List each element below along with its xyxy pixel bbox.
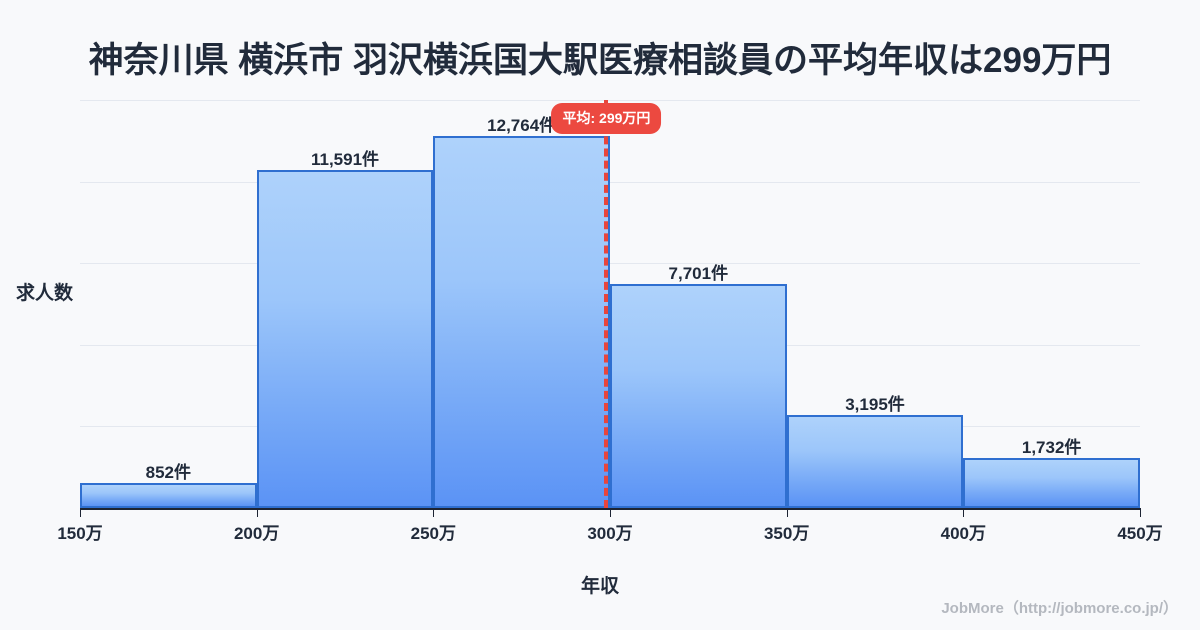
y-axis-title: 求人数 — [16, 283, 74, 304]
gridline — [80, 263, 1140, 264]
gridline — [80, 100, 1140, 101]
bar-value-label: 852件 — [145, 463, 192, 483]
x-axis-tick-label: 150万 — [57, 524, 103, 543]
x-axis-tick-label: 400万 — [940, 524, 987, 543]
histogram-bar — [963, 457, 1140, 508]
histogram-bar — [433, 136, 610, 508]
x-axis-tick — [256, 508, 258, 517]
histogram-bar — [610, 283, 787, 508]
bar-value-label: 11,591件 — [310, 150, 380, 170]
x-axis-tick — [80, 508, 81, 517]
footer-attribution: JobMore（http://jobmore.co.jp/） — [941, 600, 1178, 617]
average-dashed-line — [604, 100, 609, 508]
bar-value-label: 12,764件 — [487, 116, 557, 136]
x-axis-tick — [610, 508, 611, 517]
x-axis-tick — [963, 508, 965, 517]
histogram-bar — [786, 414, 964, 508]
x-axis-tick-label: 250万 — [410, 524, 457, 543]
x-axis-tick-label: 200万 — [233, 524, 280, 543]
x-axis-tick-label: 450万 — [1117, 524, 1163, 543]
x-axis-title: 年収 — [580, 576, 619, 597]
x-axis-tick-label: 300万 — [587, 524, 633, 543]
bar-value-label: 1,732件 — [1021, 437, 1082, 457]
average-badge: 平均: 299万円 — [551, 103, 662, 134]
x-axis-tick — [433, 508, 435, 517]
page-title: 神奈川県 横浜市 羽沢横浜国大駅医療相談員の平均年収は299万円 — [88, 41, 1112, 80]
x-axis-tick — [1140, 508, 1141, 517]
gridline — [80, 182, 1140, 183]
bar-value-label: 7,701件 — [668, 263, 729, 283]
x-axis-tick — [786, 508, 788, 517]
histogram-bar — [80, 483, 257, 508]
x-axis-tick-label: 350万 — [763, 524, 810, 543]
histogram-bar — [256, 170, 434, 508]
bar-value-label: 3,195件 — [845, 394, 905, 414]
